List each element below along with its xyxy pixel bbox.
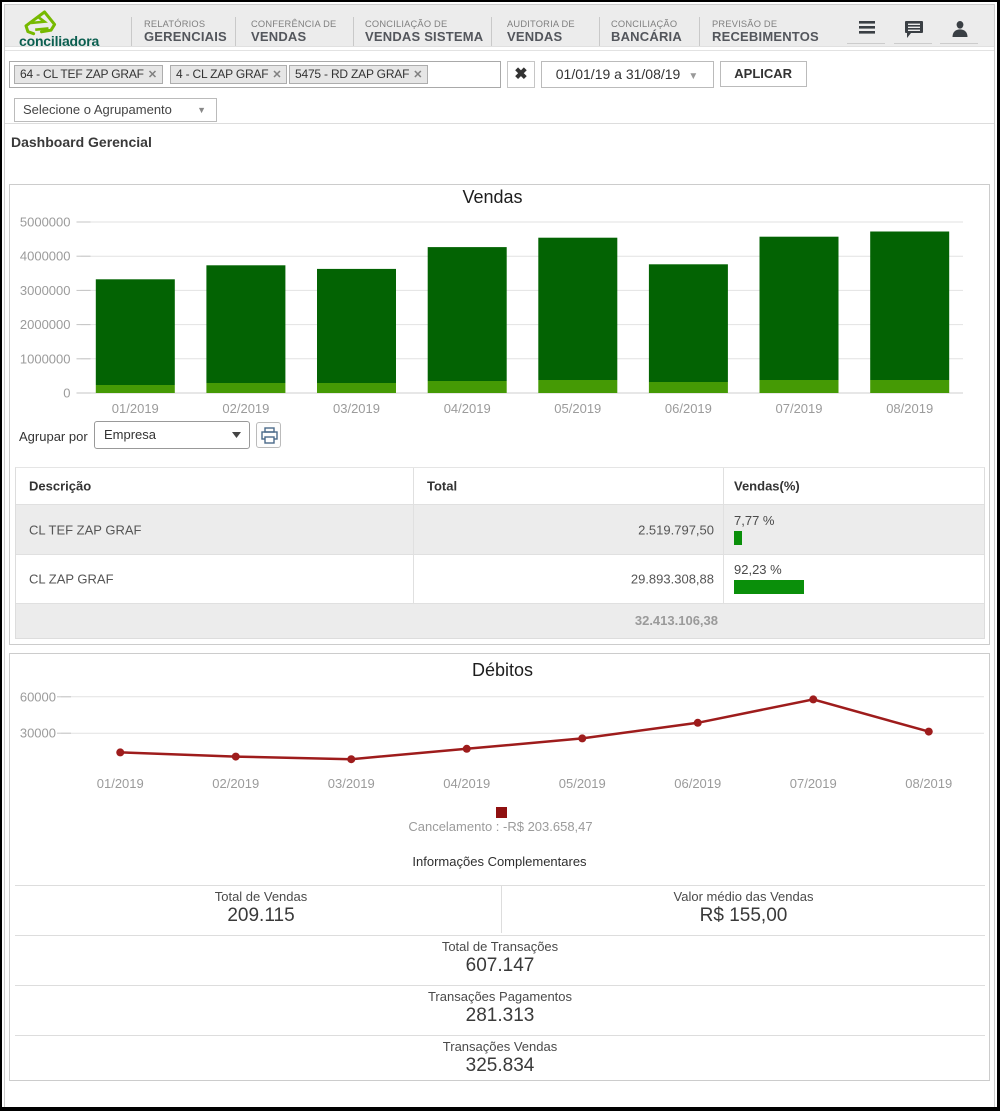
svg-text:08/2019: 08/2019 <box>905 776 952 791</box>
svg-text:04/2019: 04/2019 <box>444 401 491 416</box>
svg-text:07/2019: 07/2019 <box>776 401 823 416</box>
svg-text:03/2019: 03/2019 <box>333 401 380 416</box>
svg-text:04/2019: 04/2019 <box>443 776 490 791</box>
svg-text:Cancelamento : -R$ 203.658,47: Cancelamento : -R$ 203.658,47 <box>408 819 592 834</box>
svg-text:08/2019: 08/2019 <box>886 401 933 416</box>
svg-text:05/2019: 05/2019 <box>554 401 601 416</box>
svg-text:01/2019: 01/2019 <box>97 776 144 791</box>
svg-text:5000000: 5000000 <box>20 215 71 230</box>
svg-text:01/2019: 01/2019 <box>112 401 159 416</box>
svg-text:30000: 30000 <box>20 726 56 741</box>
svg-text:02/2019: 02/2019 <box>222 401 269 416</box>
svg-text:3000000: 3000000 <box>20 283 71 298</box>
svg-text:06/2019: 06/2019 <box>665 401 712 416</box>
svg-text:03/2019: 03/2019 <box>328 776 375 791</box>
svg-text:1000000: 1000000 <box>20 351 71 366</box>
svg-text:05/2019: 05/2019 <box>559 776 606 791</box>
svg-text:0: 0 <box>63 386 70 401</box>
svg-text:60000: 60000 <box>20 689 56 704</box>
svg-text:06/2019: 06/2019 <box>674 776 721 791</box>
svg-text:2000000: 2000000 <box>20 317 71 332</box>
svg-text:4000000: 4000000 <box>20 249 71 264</box>
svg-text:02/2019: 02/2019 <box>212 776 259 791</box>
svg-text:07/2019: 07/2019 <box>790 776 837 791</box>
